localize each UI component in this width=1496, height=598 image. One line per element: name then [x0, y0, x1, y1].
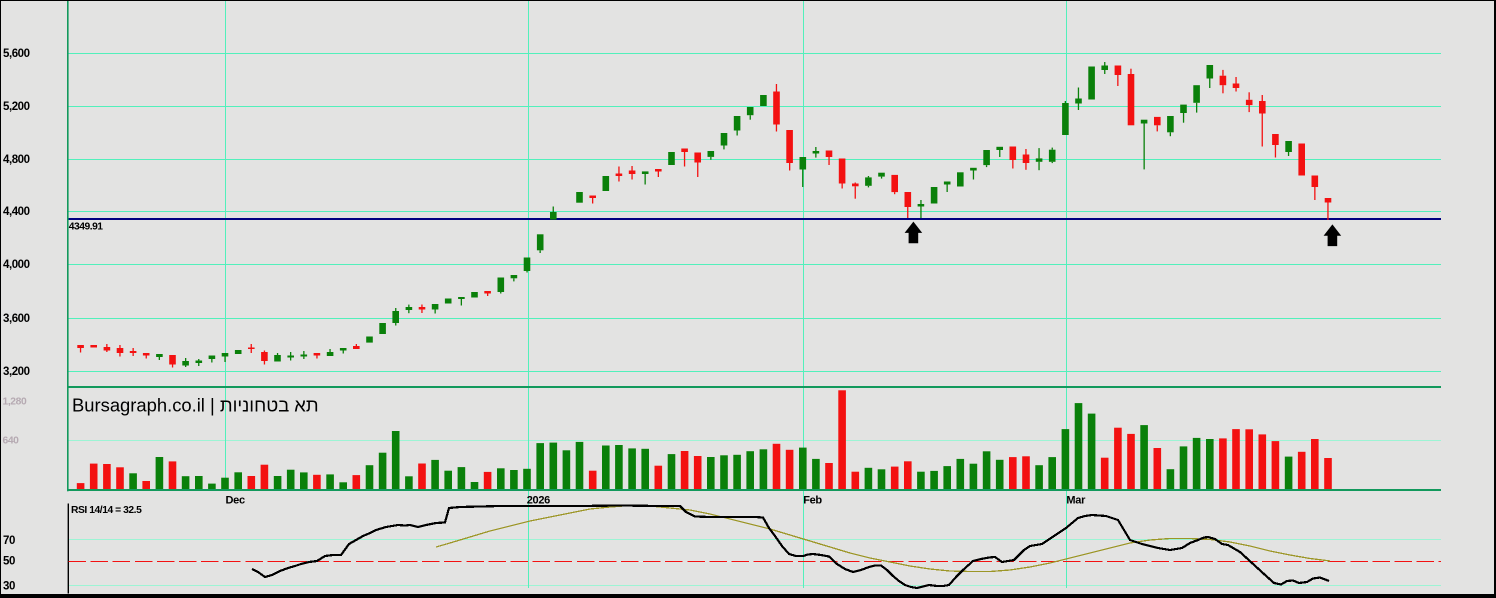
svg-text:3,200: 3,200	[3, 366, 30, 378]
svg-text:640: 640	[3, 436, 20, 447]
svg-text:2026: 2026	[527, 495, 550, 507]
svg-text:4,000: 4,000	[3, 259, 30, 271]
svg-text:Bursagraph.co.il | תא בטחוניות: Bursagraph.co.il | תא בטחוניות	[72, 395, 319, 416]
svg-text:5,200: 5,200	[3, 101, 30, 113]
svg-text:3,600: 3,600	[3, 313, 30, 325]
svg-text:Feb: Feb	[803, 495, 822, 507]
svg-text:4,800: 4,800	[3, 154, 30, 166]
svg-text:RSI 14/14 = 32.5: RSI 14/14 = 32.5	[71, 505, 142, 516]
svg-text:Mar: Mar	[1066, 495, 1086, 507]
svg-text:Dec: Dec	[226, 495, 245, 507]
svg-text:70: 70	[3, 535, 15, 547]
svg-text:4,400: 4,400	[3, 206, 30, 218]
svg-text:5,600: 5,600	[3, 48, 30, 60]
svg-text:50: 50	[3, 556, 15, 568]
svg-text:4349.91: 4349.91	[69, 221, 103, 232]
svg-text:1,280: 1,280	[3, 397, 27, 408]
svg-text:30: 30	[3, 581, 15, 593]
